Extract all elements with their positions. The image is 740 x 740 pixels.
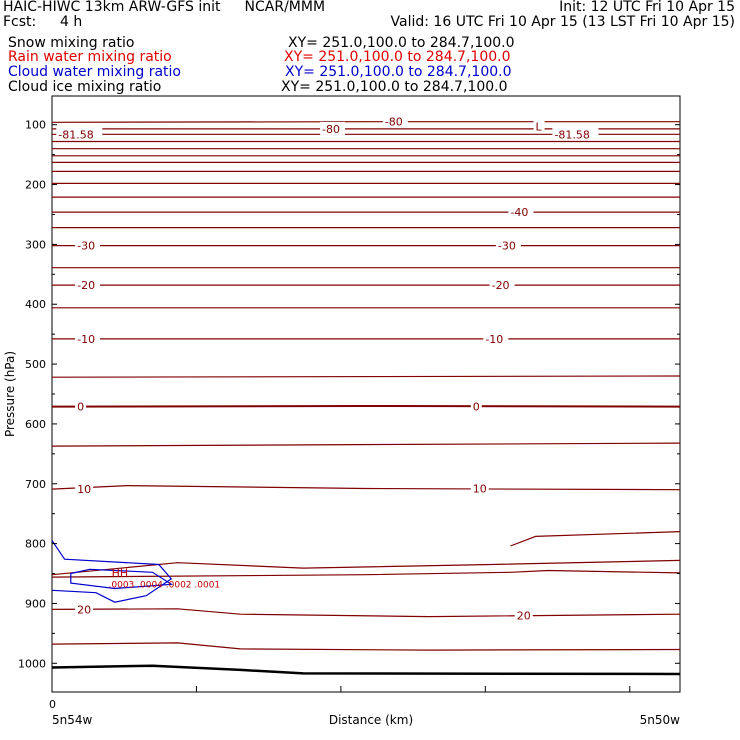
contour-label: -81.58	[58, 128, 93, 141]
contour-label-bg	[75, 238, 101, 252]
axes: 1002003004005006007008009001000Pressure …	[3, 119, 680, 727]
y-tick-label: 900	[25, 597, 46, 610]
isotherm-line	[51, 375, 681, 378]
isotherm-line	[51, 121, 680, 123]
cloud-water-line	[70, 568, 174, 590]
contour-label-bg	[320, 121, 346, 135]
contour-label: 20	[517, 609, 531, 622]
isotherm-line	[510, 531, 681, 547]
contour-labels: -80 -80 -81.58 L -81.58 -40 -30 -30 -20 -20 -10 -10…	[56, 114, 599, 622]
fcst-value: 4 h	[60, 14, 83, 30]
contour-label-bg	[495, 238, 521, 252]
surface-line	[51, 664, 681, 676]
contour-label-bg	[514, 608, 533, 622]
y-tick-label: 500	[25, 358, 46, 371]
contour-label: -20	[492, 279, 510, 292]
contour-label-bg	[552, 127, 599, 141]
contour-label: -20	[77, 279, 95, 292]
field-name-cloud-ice: Cloud ice mixing ratio	[8, 79, 162, 95]
contour-label: 10	[77, 483, 91, 496]
init-time: Init: 12 UTC Fri 10 Apr 15	[559, 0, 735, 15]
cloud-water-line	[51, 540, 173, 603]
plot-frame	[51, 95, 681, 693]
fcst-label: Fcst:	[3, 14, 37, 30]
y-axis-label: Pressure (hPa)	[3, 351, 17, 437]
contour-label: 20	[77, 603, 91, 616]
x-left-location-label: 5n54w	[52, 713, 93, 727]
title: HAIC-HIWC 13km ARW-GFS init NCAR/MMM	[3, 0, 325, 15]
isotherm-line	[51, 569, 681, 578]
contour-label: 10	[473, 483, 487, 496]
contour-label: -10	[77, 333, 95, 346]
contour-label: -81.58	[554, 128, 589, 141]
contour-label: -30	[77, 240, 95, 253]
rain-label: .0003 .0004 .0002 .0001	[109, 581, 221, 591]
x-axis-label: Distance (km)	[329, 713, 413, 727]
plot-border	[51, 95, 681, 693]
field-xy-cloud-ice: XY= 251.0,100.0 to 284.7,100.0	[281, 79, 508, 95]
rain-label: HH	[112, 566, 129, 579]
org-name: NCAR/MMM	[244, 0, 326, 15]
isotherm-line	[51, 484, 681, 491]
isotherm-line	[51, 442, 681, 447]
contour-label: L	[536, 121, 543, 134]
contour-label-bg	[508, 205, 534, 219]
contour-label-bg	[470, 399, 482, 413]
contour-label-bg	[489, 278, 515, 292]
contour-label-bg	[56, 127, 103, 141]
isotherm-line	[51, 608, 681, 618]
contour-label: -30	[498, 240, 516, 253]
contour-label-bg	[533, 119, 545, 133]
contour-label-bg	[75, 602, 94, 616]
field-name-cloud-water: Cloud water mixing ratio	[8, 64, 181, 80]
y-tick-label: 100	[25, 119, 46, 132]
contour-label: -10	[485, 333, 503, 346]
contour-label-bg	[382, 114, 408, 128]
isotherm-line	[51, 559, 681, 576]
contour-label-bg	[483, 331, 509, 345]
y-tick-label: 800	[25, 538, 46, 551]
isotherm-contours	[51, 121, 681, 676]
cloud-water-contours	[51, 540, 174, 603]
field-xy-snow: XY= 251.0,100.0 to 284.7,100.0	[288, 35, 515, 51]
field-name-snow: Snow mixing ratio	[8, 35, 135, 51]
contour-label: -80	[385, 116, 403, 129]
contour-label-bg	[470, 481, 489, 495]
contour-label-bg	[75, 278, 101, 292]
y-tick-label: 700	[25, 478, 46, 491]
y-tick-label: 600	[25, 418, 46, 431]
contour-label: -40	[510, 206, 528, 219]
model-title: HAIC-HIWC 13km ARW-GFS init	[3, 0, 221, 15]
isotherm-line	[51, 404, 681, 408]
y-tick-label: 200	[25, 179, 46, 192]
contour-label: -80	[322, 123, 340, 136]
field-name-rain: Rain water mixing ratio	[8, 49, 172, 65]
y-tick-label: 1000	[18, 657, 46, 670]
y-tick-label: 400	[25, 298, 46, 311]
field-xy-cloud-water: XY= 251.0,100.0 to 284.7,100.0	[285, 64, 512, 80]
contour-label-bg	[75, 331, 101, 345]
contour-label-bg	[75, 482, 94, 496]
isotherm-line	[51, 642, 681, 651]
valid-time: Valid: 16 UTC Fri 10 Apr 15 (13 LST Fri …	[390, 14, 735, 30]
y-tick-label: 300	[25, 238, 46, 251]
contour-label: 0	[77, 401, 84, 414]
contour-label-bg	[75, 399, 87, 413]
x-right-location-label: 5n50w	[640, 713, 681, 727]
x-tick-label: 0	[49, 698, 56, 711]
field-xy-rain: XY= 251.0,100.0 to 284.7,100.0	[284, 49, 511, 65]
contour-label: 0	[473, 401, 480, 414]
